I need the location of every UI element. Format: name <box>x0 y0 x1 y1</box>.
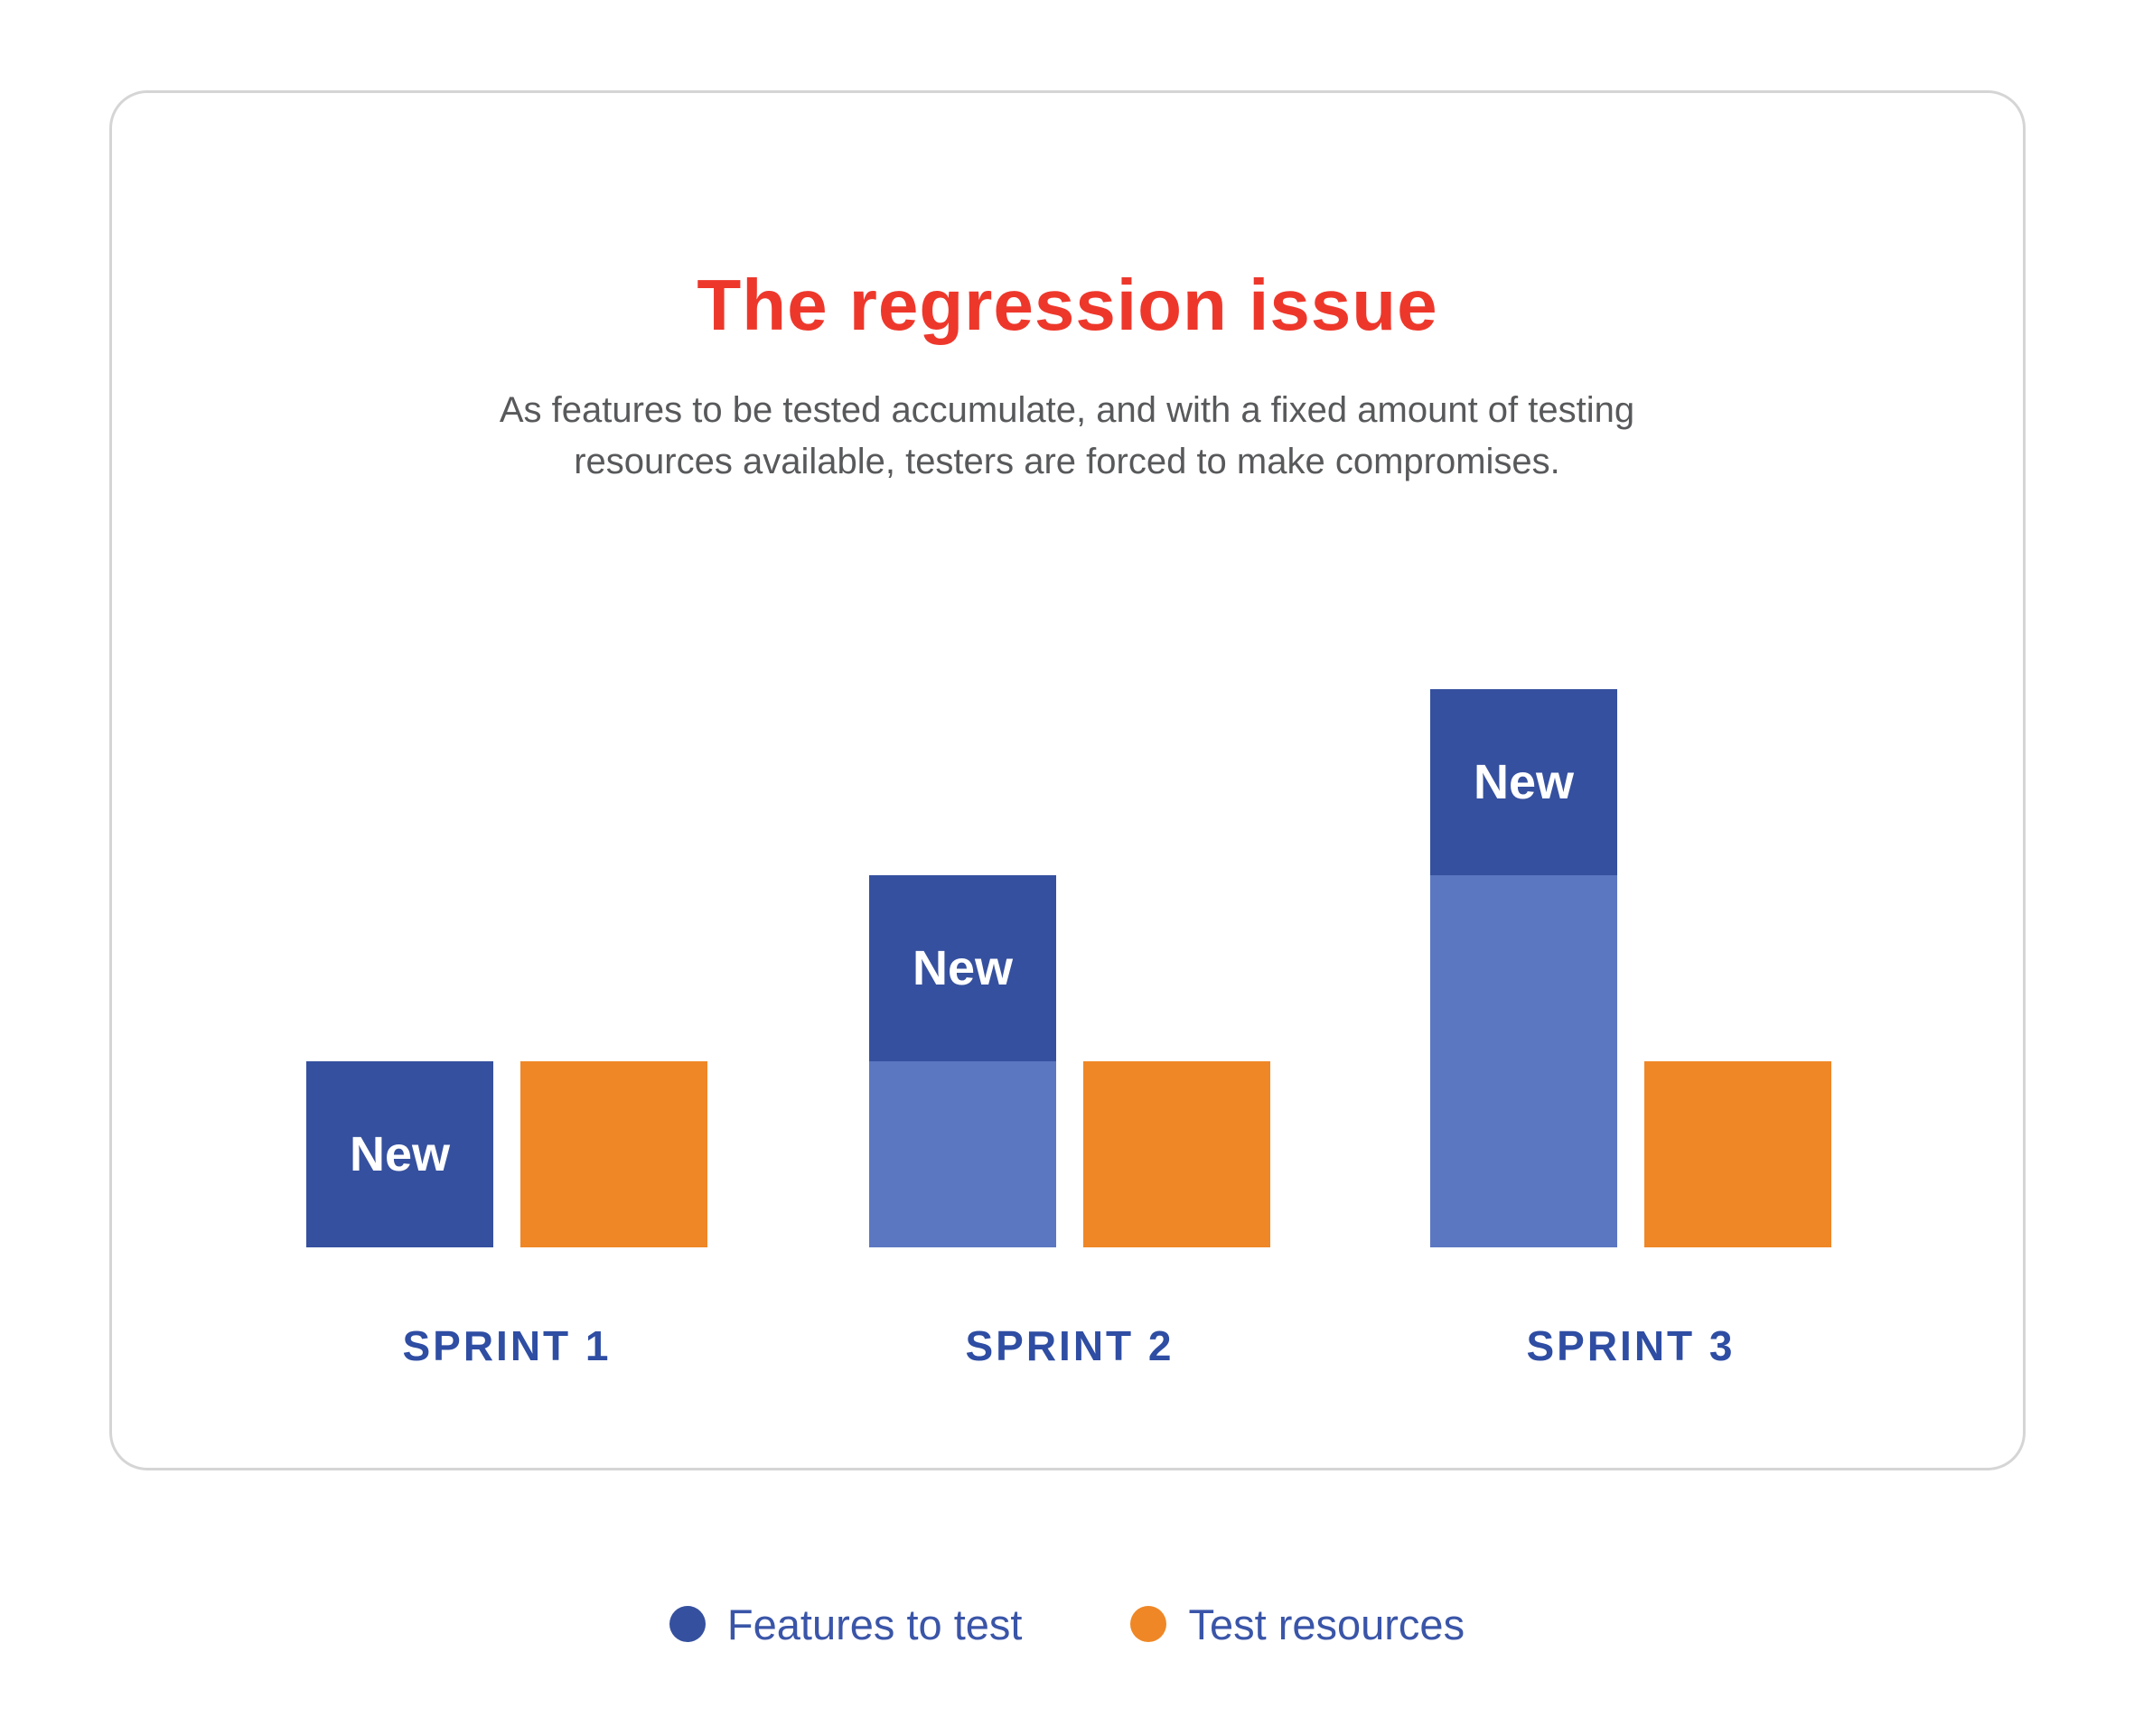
new-segment-label: New <box>912 941 1014 995</box>
new-segment-label: New <box>1473 755 1575 809</box>
category-label-sprint-1: SPRINT 1 <box>402 1322 612 1369</box>
resources-legend-dot-icon <box>1130 1606 1167 1642</box>
legend-item-features: Features to test <box>669 1600 1023 1649</box>
features-carryover-segment-sprint-2 <box>869 1061 1056 1247</box>
features-new-segment-sprint-2: New <box>869 875 1056 1061</box>
chart-subtitle-line-1: As features to be tested accumulate, and… <box>499 390 1635 430</box>
chart-subtitle-line-2: resources available, testers are forced … <box>574 442 1560 481</box>
chart-title: The regression issue <box>697 265 1438 345</box>
resources-bar-sprint-3 <box>1644 1061 1831 1247</box>
features-bar-sprint-2: New <box>869 875 1056 1247</box>
features-bar-sprint-3: New <box>1430 689 1617 1247</box>
legend-label: Test resources <box>1188 1600 1465 1648</box>
features-legend-dot-icon <box>669 1606 706 1642</box>
features-bar-sprint-1: New <box>306 1061 493 1247</box>
features-new-segment-sprint-1: New <box>306 1061 493 1247</box>
chart-legend: Features to test Test resources <box>0 1595 2134 1653</box>
chart-subtitle: As features to be tested accumulate, and… <box>344 385 1790 488</box>
new-segment-label: New <box>349 1127 451 1181</box>
legend-item-resources: Test resources <box>1130 1600 1465 1649</box>
resources-bar-sprint-1 <box>520 1061 707 1247</box>
legend-label: Features to test <box>726 1600 1023 1648</box>
resources-bar-sprint-2 <box>1083 1061 1270 1247</box>
category-label-sprint-3: SPRINT 3 <box>1526 1322 1736 1369</box>
features-new-segment-sprint-3: New <box>1430 689 1617 875</box>
features-carryover-segment-sprint-3 <box>1430 875 1617 1247</box>
category-label-sprint-2: SPRINT 2 <box>965 1322 1175 1369</box>
